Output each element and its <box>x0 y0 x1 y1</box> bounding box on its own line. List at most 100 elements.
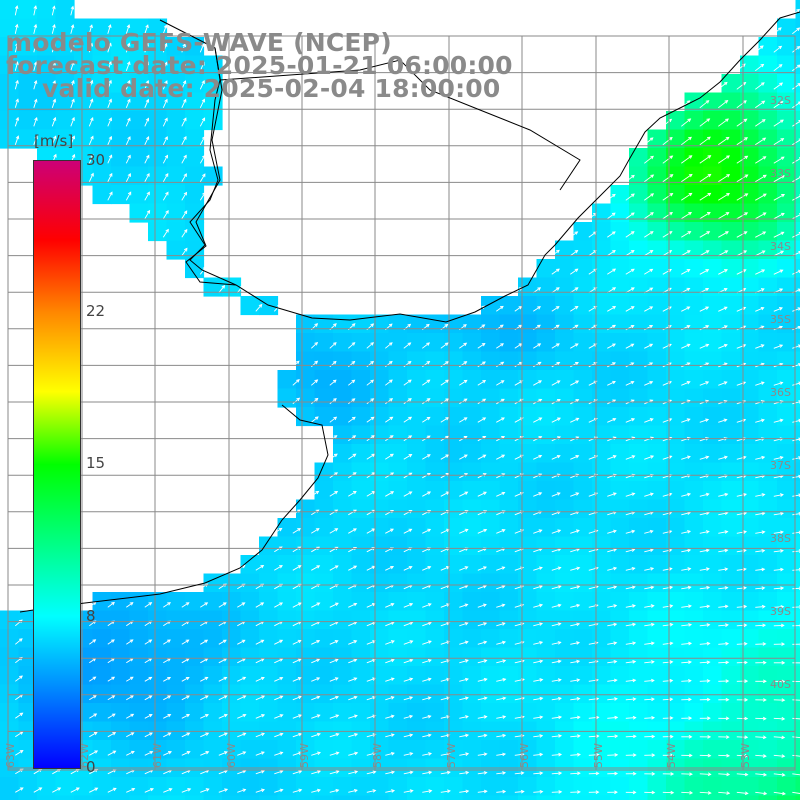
speed-cell <box>721 666 741 686</box>
wind-vector <box>52 787 62 793</box>
wind-vector <box>533 343 542 349</box>
speed-cell <box>721 536 741 556</box>
speed-cell <box>148 795 168 800</box>
speed-cell <box>277 518 297 538</box>
speed-cell <box>647 166 667 186</box>
wind-vector <box>51 5 56 16</box>
wind-vector <box>311 677 321 682</box>
wind-vector <box>773 493 784 497</box>
speed-cell <box>555 240 575 260</box>
speed-cell <box>647 407 667 427</box>
wind-vector <box>162 42 168 53</box>
speed-cell <box>92 55 112 75</box>
speed-cell <box>37 74 57 94</box>
speed-cell <box>555 407 575 427</box>
speed-cell <box>129 647 149 667</box>
speed-cell <box>37 777 57 797</box>
speed-cell <box>407 388 427 408</box>
wind-vector <box>681 660 692 664</box>
wind-vector <box>292 770 303 775</box>
wind-vector <box>348 788 358 793</box>
wind-vector <box>699 418 710 423</box>
wind-vector <box>551 417 561 423</box>
speed-cell <box>481 425 501 445</box>
wind-vector <box>755 586 766 590</box>
speed-cell <box>92 166 112 186</box>
wind-vector <box>718 791 731 795</box>
speed-cell <box>703 703 723 723</box>
speed-cell <box>296 370 316 390</box>
wind-vector <box>736 100 747 109</box>
speed-cell <box>518 499 538 519</box>
speed-cell <box>610 388 630 408</box>
speed-cell <box>314 555 334 575</box>
speed-cell <box>795 425 800 445</box>
speed-cell <box>407 518 427 538</box>
speed-cell <box>777 499 797 519</box>
wind-vector <box>200 713 209 719</box>
wind-vector <box>126 787 136 793</box>
speed-cell <box>610 740 630 760</box>
wind-vector <box>329 695 339 701</box>
wind-vector <box>403 658 414 664</box>
speed-cell <box>518 388 538 408</box>
wind-vector <box>755 119 766 127</box>
wind-vector <box>792 586 800 591</box>
speed-cell <box>740 74 760 94</box>
speed-cell <box>425 518 445 538</box>
speed-cell <box>795 351 800 371</box>
speed-cell <box>370 444 390 464</box>
speed-cell <box>277 388 297 408</box>
speed-cell <box>333 425 353 445</box>
speed-cell <box>795 684 800 704</box>
wind-vector <box>699 100 710 109</box>
wind-vector <box>644 137 654 146</box>
speed-cell <box>277 555 297 575</box>
speed-cell <box>536 296 556 316</box>
speed-cell <box>444 684 464 704</box>
wind-vector <box>403 565 413 571</box>
speed-cell <box>185 629 205 649</box>
wind-vector <box>699 548 710 553</box>
wind-vector <box>533 715 544 720</box>
speed-cell <box>296 629 316 649</box>
speed-cell <box>777 111 797 131</box>
wind-vector <box>588 697 600 701</box>
wind-vector <box>533 752 544 757</box>
wind-vector <box>329 360 337 368</box>
speed-cell <box>314 518 334 538</box>
speed-cell <box>222 610 242 630</box>
wind-vector <box>699 772 712 777</box>
speed-cell <box>629 740 649 760</box>
speed-cell <box>573 388 593 408</box>
speed-cell <box>684 795 704 800</box>
wind-vector <box>107 24 112 34</box>
speed-cell <box>647 592 667 612</box>
speed-cell <box>296 795 316 800</box>
speed-cell <box>462 351 482 371</box>
wind-vector <box>126 732 135 738</box>
speed-cell <box>703 777 723 797</box>
speed-cell <box>740 222 760 242</box>
speed-cell <box>703 499 723 519</box>
speed-cell <box>536 703 556 723</box>
speed-cell <box>684 740 704 760</box>
speed-cell <box>758 111 778 131</box>
speed-cell <box>647 148 667 168</box>
speed-cell <box>573 518 593 538</box>
speed-cell <box>259 684 279 704</box>
speed-cell <box>444 573 464 593</box>
speed-cell <box>407 351 427 371</box>
speed-cell <box>610 407 630 427</box>
speed-cell <box>240 777 260 797</box>
speed-cell <box>259 629 279 649</box>
speed-cell <box>758 425 778 445</box>
wind-vector <box>551 361 561 368</box>
wind-vector <box>718 660 730 665</box>
speed-cell <box>610 499 630 519</box>
wind-vector <box>570 790 581 794</box>
speed-cell <box>92 18 112 38</box>
wind-vector <box>773 307 783 312</box>
speed-cell <box>536 666 556 686</box>
wind-vector <box>329 714 340 719</box>
